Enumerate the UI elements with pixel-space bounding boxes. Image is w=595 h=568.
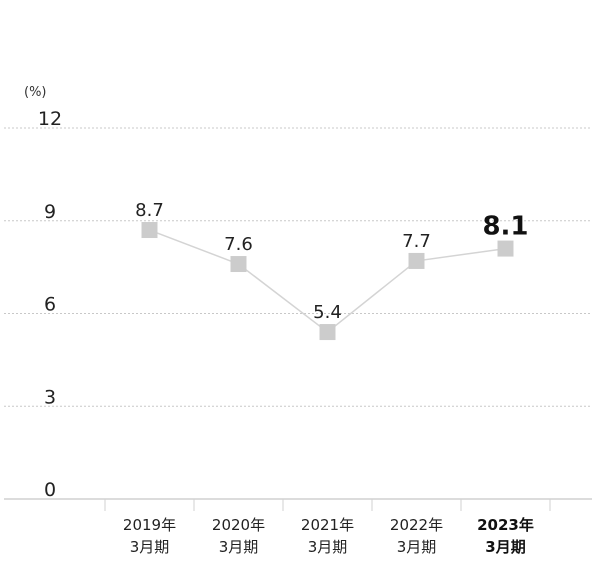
- x-tick-label-year: 2020年: [212, 516, 265, 534]
- data-point-marker: [408, 252, 425, 269]
- series: [141, 222, 514, 341]
- x-tick-label-year: 2022年: [390, 516, 443, 534]
- data-label: 8.1: [482, 212, 528, 242]
- x-tick-label-year: 2021年: [301, 516, 354, 534]
- x-tick-label-year: 2019年: [123, 516, 176, 534]
- y-axis-ticks: 0 3 6 9 12: [38, 108, 62, 501]
- x-tick-label-period: 3月期: [397, 538, 437, 556]
- data-labels: 8.7 7.6 5.4 7.7 8.1: [135, 200, 528, 323]
- x-tick-label-period: 3月期: [130, 538, 170, 556]
- y-tick-label: 0: [44, 479, 56, 501]
- data-point-marker: [497, 240, 514, 257]
- y-tick-label: 9: [44, 201, 56, 223]
- y-axis-unit-label: (%): [24, 85, 47, 100]
- category-separators: [104, 499, 551, 511]
- x-tick-label-period: 3月期: [219, 538, 259, 556]
- y-tick-label: 6: [44, 294, 56, 316]
- x-axis-ticks: 2019年 3月期 2020年 3月期 2021年 3月期 2022年 3月期 2023年 3月期: [123, 516, 534, 556]
- x-tick-label-year: 2023年: [477, 516, 534, 534]
- data-label: 7.6: [224, 234, 253, 255]
- data-point-marker: [319, 324, 336, 341]
- y-tick-label: 3: [44, 386, 56, 408]
- data-point-marker: [230, 256, 247, 273]
- y-tick-label: 12: [38, 108, 62, 130]
- data-label: 5.4: [313, 302, 342, 323]
- x-tick-label-period: 3月期: [485, 538, 525, 556]
- x-tick-label-period: 3月期: [308, 538, 348, 556]
- data-label: 7.7: [402, 231, 431, 252]
- data-label: 8.7: [135, 200, 164, 221]
- data-point-marker: [141, 222, 158, 239]
- gridlines: [4, 127, 592, 500]
